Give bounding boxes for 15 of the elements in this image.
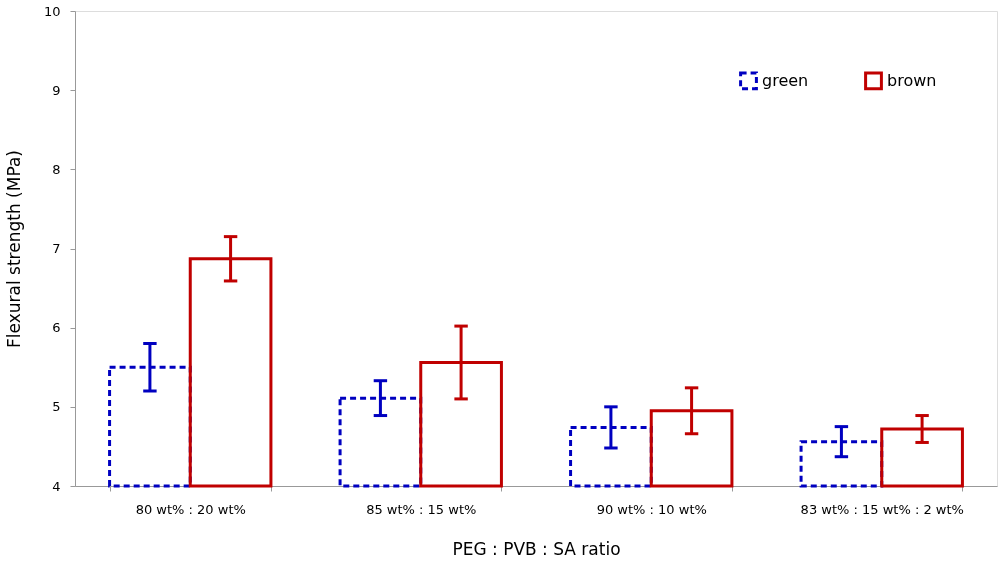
legend-label: green xyxy=(762,70,809,90)
y-tick-label: 5 xyxy=(52,399,61,415)
y-tick-label: 6 xyxy=(52,320,61,336)
y-tick-label: 9 xyxy=(52,82,61,98)
x-axis-title: PEG : PVB : SA ratio xyxy=(452,538,621,559)
y-tick-label: 4 xyxy=(52,478,61,494)
y-tick-label: 8 xyxy=(52,161,61,177)
x-tick-label: 80 wt% : 20 wt% xyxy=(135,501,246,517)
y-tick-label: 7 xyxy=(52,241,61,256)
legend-label: brown xyxy=(887,70,937,90)
x-tick-label: 85 wt% : 15 wt% xyxy=(366,501,477,517)
y-tick-label: 10 xyxy=(43,3,61,19)
x-tick-label: 83 wt% : 15 wt% : 2 wt% xyxy=(800,501,964,517)
x-tick-label: 90 wt% : 10 wt% xyxy=(596,501,707,517)
y-axis-title: Flexural strength (MPa) xyxy=(3,150,24,348)
